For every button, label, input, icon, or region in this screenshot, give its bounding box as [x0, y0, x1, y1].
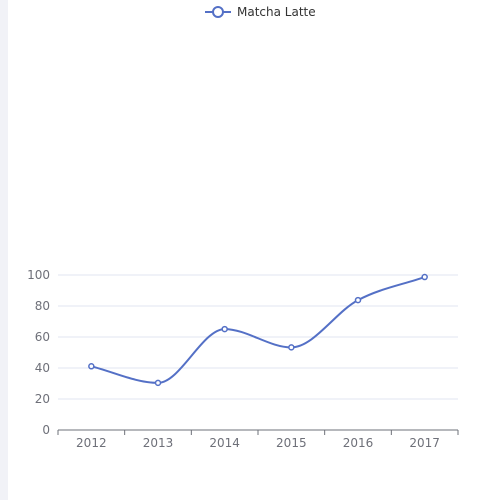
data-point: [88, 363, 95, 370]
y-tick-label: 80: [35, 299, 50, 313]
y-tick-label: 40: [35, 361, 50, 375]
data-point: [154, 379, 162, 387]
line-circle-legend-icon: [205, 5, 231, 19]
data-point: [354, 296, 362, 304]
x-tick-label: 2013: [143, 436, 174, 450]
legend-label: Matcha Latte: [237, 5, 316, 19]
x-tick-label: 2014: [209, 436, 240, 450]
x-tick-label: 2016: [343, 436, 374, 450]
data-point: [421, 273, 428, 281]
x-tick-label: 2017: [409, 436, 440, 450]
data-point: [221, 325, 228, 333]
y-tick-label: 60: [35, 330, 50, 344]
y-tick-label: 20: [35, 392, 50, 406]
y-tick-label: 0: [42, 423, 50, 437]
x-tick-label: 2015: [276, 436, 307, 450]
left-panel-strip: [0, 0, 8, 500]
series-line: [91, 276, 425, 384]
data-point: [288, 344, 295, 351]
legend[interactable]: Matcha Latte: [205, 3, 316, 21]
x-tick-label: 2012: [76, 436, 107, 450]
y-tick-label: 100: [27, 268, 50, 282]
